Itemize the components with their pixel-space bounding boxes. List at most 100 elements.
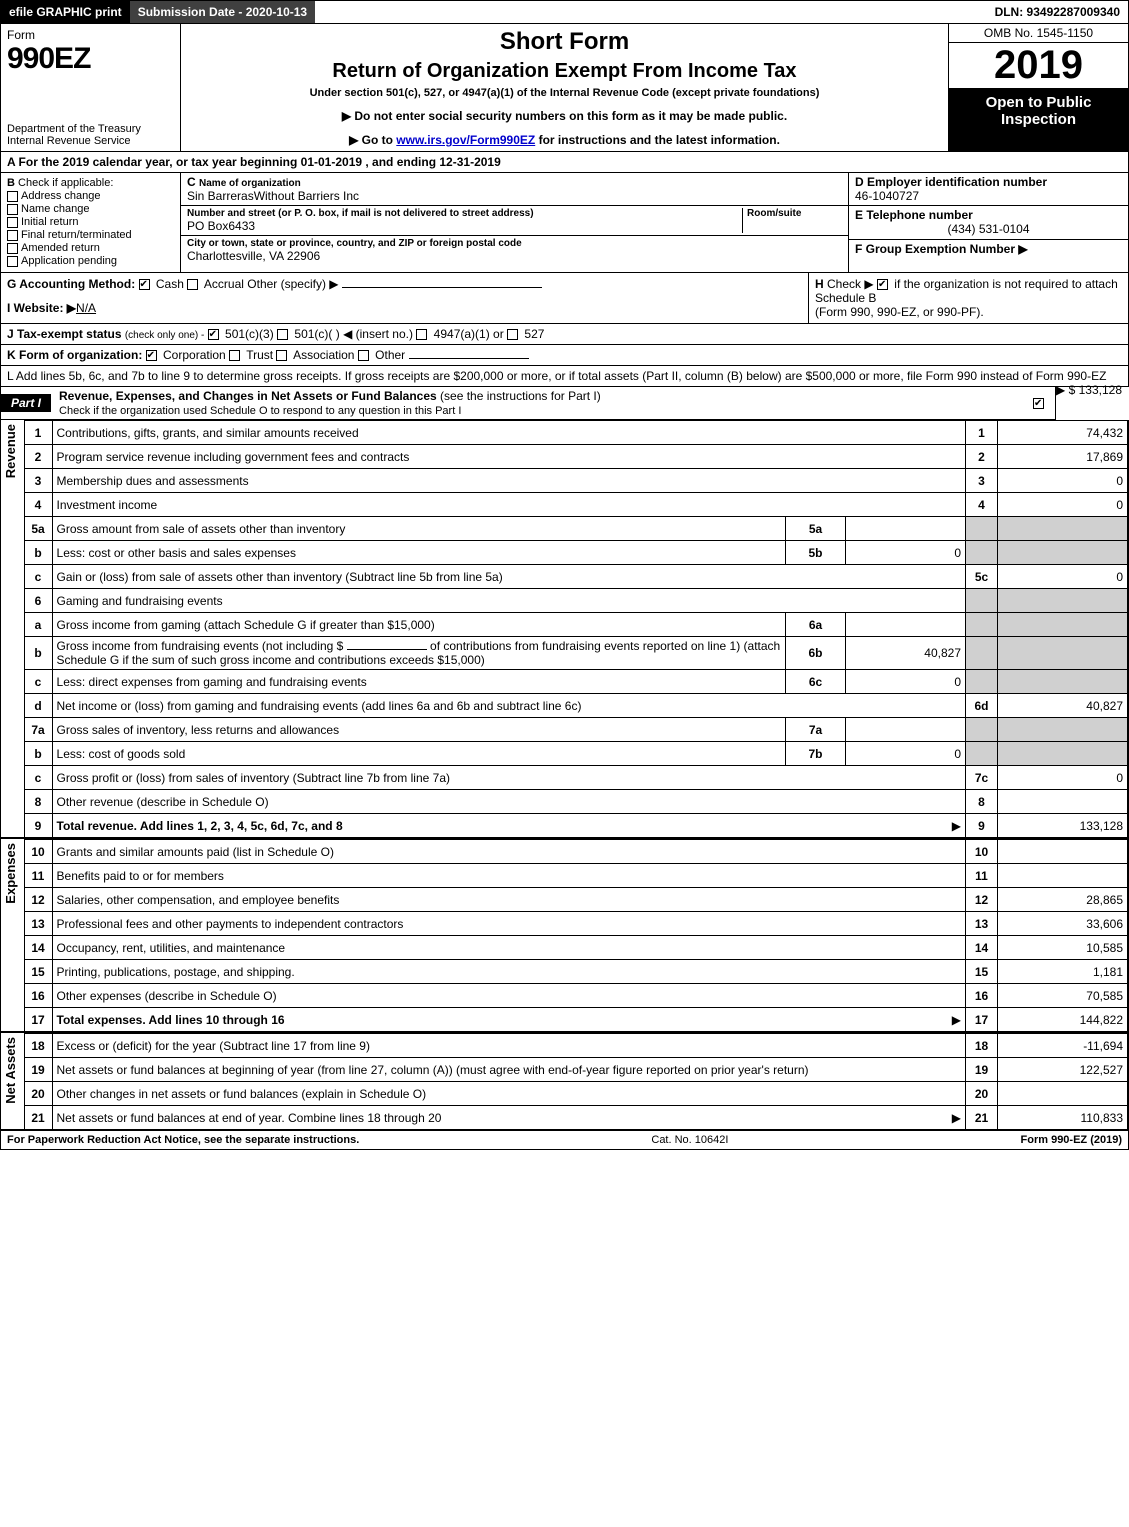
check-address-change[interactable] bbox=[7, 191, 18, 202]
table-row: 1Contributions, gifts, grants, and simil… bbox=[24, 421, 1127, 445]
efile-label[interactable]: efile GRAPHIC print bbox=[1, 1, 130, 23]
check-527[interactable] bbox=[507, 329, 518, 340]
revenue-table: 1Contributions, gifts, grants, and simil… bbox=[24, 420, 1128, 838]
line-val bbox=[998, 790, 1128, 814]
line-num: 12 bbox=[24, 888, 52, 912]
header-mid: Short Form Return of Organization Exempt… bbox=[181, 24, 948, 151]
block-bcdef: B Check if applicable: Address change Na… bbox=[0, 173, 1129, 273]
dln-label: DLN: 93492287009340 bbox=[987, 1, 1128, 23]
line-rn: 5c bbox=[966, 565, 998, 589]
line-val: 0 bbox=[998, 493, 1128, 517]
table-row: 2Program service revenue including gover… bbox=[24, 445, 1127, 469]
check-cash[interactable] bbox=[139, 279, 150, 290]
form-title: Return of Organization Exempt From Incom… bbox=[189, 60, 940, 83]
topbar-spacer bbox=[315, 1, 986, 23]
line-num: c bbox=[24, 766, 52, 790]
line-val bbox=[998, 1082, 1128, 1106]
line-desc: Benefits paid to or for members bbox=[52, 864, 965, 888]
other-specify-input[interactable] bbox=[342, 287, 542, 288]
opt-final-return: Final return/terminated bbox=[21, 229, 132, 241]
pointer-1: ▶ Do not enter social security numbers o… bbox=[189, 109, 940, 123]
section-b: B Check if applicable: Address change Na… bbox=[1, 173, 181, 272]
irs-link[interactable]: www.irs.gov/Form990EZ bbox=[396, 133, 535, 147]
netassets-section: Net Assets 18Excess or (deficit) for the… bbox=[0, 1033, 1129, 1131]
line-rn bbox=[966, 637, 998, 670]
check-other-org[interactable] bbox=[358, 350, 369, 361]
line-rn: 11 bbox=[966, 864, 998, 888]
name-of-org-label: Name of organization bbox=[199, 178, 301, 189]
line-rn bbox=[966, 517, 998, 541]
check-application-pending[interactable] bbox=[7, 256, 18, 267]
opt-application-pending: Application pending bbox=[21, 255, 117, 267]
line-rn bbox=[966, 718, 998, 742]
line-val: 133,128 bbox=[998, 814, 1128, 838]
sub-col: 5a bbox=[786, 517, 846, 541]
table-row: 13Professional fees and other payments t… bbox=[24, 912, 1127, 936]
check-corporation[interactable] bbox=[146, 350, 157, 361]
check-name-change[interactable] bbox=[7, 204, 18, 215]
line-val: 0 bbox=[998, 469, 1128, 493]
sub-val bbox=[846, 517, 966, 541]
line-val: 144,822 bbox=[998, 1008, 1128, 1032]
line-6b-amount-input[interactable] bbox=[347, 649, 427, 650]
check-4947[interactable] bbox=[416, 329, 427, 340]
check-h[interactable] bbox=[877, 279, 888, 290]
header-left: Form 990EZ Department of the Treasury In… bbox=[1, 24, 181, 151]
check-amended-return[interactable] bbox=[7, 243, 18, 254]
line-rn: 3 bbox=[966, 469, 998, 493]
b-check-if: Check if applicable: bbox=[18, 177, 113, 189]
table-row: 8Other revenue (describe in Schedule O)8 bbox=[24, 790, 1127, 814]
line-rn: 17 bbox=[966, 1008, 998, 1032]
check-501c[interactable] bbox=[277, 329, 288, 340]
revenue-strip-label: Revenue bbox=[1, 420, 20, 482]
line-desc: Grants and similar amounts paid (list in… bbox=[52, 840, 965, 864]
sub-col: 6a bbox=[786, 613, 846, 637]
table-row: 14Occupancy, rent, utilities, and mainte… bbox=[24, 936, 1127, 960]
line-num: 3 bbox=[24, 469, 52, 493]
line-val bbox=[998, 864, 1128, 888]
table-row: dNet income or (loss) from gaming and fu… bbox=[24, 694, 1127, 718]
opt-501c3: 501(c)(3) bbox=[225, 327, 274, 341]
line-num: 15 bbox=[24, 960, 52, 984]
form-header: Form 990EZ Department of the Treasury In… bbox=[0, 24, 1129, 152]
line-val: 110,833 bbox=[998, 1106, 1128, 1130]
org-address: PO Box6433 bbox=[187, 219, 742, 233]
line-rn: 21 bbox=[966, 1106, 998, 1130]
l-text: L Add lines 5b, 6c, and 7b to line 9 to … bbox=[7, 369, 1106, 383]
line-desc: Gross income from gaming (attach Schedul… bbox=[52, 613, 785, 637]
b-label: B bbox=[7, 177, 15, 189]
line-desc: Membership dues and assessments bbox=[52, 469, 965, 493]
line-rn: 15 bbox=[966, 960, 998, 984]
k-label: K Form of organization: bbox=[7, 348, 142, 362]
line-rn: 19 bbox=[966, 1058, 998, 1082]
open-to-public: Open to Public Inspection bbox=[949, 88, 1128, 151]
line-rn: 2 bbox=[966, 445, 998, 469]
line-6b-desc1: Gross income from fundraising events (no… bbox=[57, 639, 344, 653]
check-initial-return[interactable] bbox=[7, 217, 18, 228]
opt-amended-return: Amended return bbox=[21, 242, 100, 254]
line-num: b bbox=[24, 541, 52, 565]
check-part1-schedule-o[interactable] bbox=[1033, 398, 1044, 409]
table-row: 4Investment income40 bbox=[24, 493, 1127, 517]
h-check-text: Check ▶ bbox=[827, 277, 874, 291]
line-val: 122,527 bbox=[998, 1058, 1128, 1082]
check-association[interactable] bbox=[276, 350, 287, 361]
opt-address-change: Address change bbox=[21, 190, 101, 202]
line-desc: Contributions, gifts, grants, and simila… bbox=[52, 421, 965, 445]
pointer-2-pre: ▶ Go to bbox=[349, 133, 396, 147]
sub-col: 5b bbox=[786, 541, 846, 565]
check-final-return[interactable] bbox=[7, 230, 18, 241]
check-accrual[interactable] bbox=[187, 279, 198, 290]
line-val bbox=[998, 840, 1128, 864]
check-trust[interactable] bbox=[229, 350, 240, 361]
sub-val bbox=[846, 718, 966, 742]
other-org-input[interactable] bbox=[409, 358, 529, 359]
sub-val: 0 bbox=[846, 742, 966, 766]
form-word: Form bbox=[7, 28, 174, 42]
check-501c3[interactable] bbox=[208, 329, 219, 340]
section-def: D Employer identification number 46-1040… bbox=[848, 173, 1128, 272]
table-row: 9Total revenue. Add lines 1, 2, 3, 4, 5c… bbox=[24, 814, 1127, 838]
line-num: 19 bbox=[24, 1058, 52, 1082]
line-rn: 1 bbox=[966, 421, 998, 445]
pointer-2-post: for instructions and the latest informat… bbox=[535, 133, 780, 147]
